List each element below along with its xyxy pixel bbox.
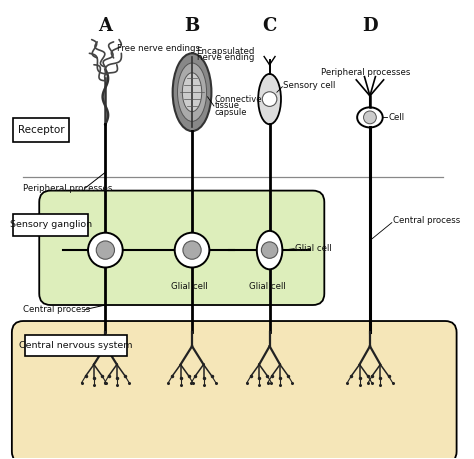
- Text: Central process: Central process: [23, 305, 91, 314]
- Text: Connective: Connective: [215, 95, 262, 104]
- Text: Central nervous system: Central nervous system: [19, 341, 132, 350]
- Circle shape: [261, 242, 278, 258]
- FancyBboxPatch shape: [25, 335, 127, 356]
- Circle shape: [96, 241, 115, 259]
- Text: Glial cell: Glial cell: [295, 244, 331, 253]
- Text: Peripheral processes: Peripheral processes: [321, 68, 410, 77]
- Text: D: D: [362, 17, 378, 35]
- Text: Glial cell: Glial cell: [172, 282, 208, 291]
- Text: Cell: Cell: [388, 113, 404, 122]
- Text: nerve ending: nerve ending: [197, 53, 254, 62]
- Circle shape: [262, 92, 277, 106]
- Ellipse shape: [357, 107, 383, 128]
- Text: Glial cell: Glial cell: [249, 282, 286, 291]
- Text: Encapsulated: Encapsulated: [197, 46, 255, 56]
- Ellipse shape: [177, 63, 207, 121]
- Ellipse shape: [258, 74, 281, 124]
- Text: Free nerve endings: Free nerve endings: [117, 44, 200, 53]
- FancyBboxPatch shape: [12, 321, 456, 459]
- Text: Receptor: Receptor: [18, 125, 64, 135]
- Ellipse shape: [182, 73, 202, 112]
- Text: tissue: tissue: [215, 101, 240, 111]
- Circle shape: [364, 111, 376, 124]
- Ellipse shape: [257, 231, 283, 269]
- Text: C: C: [263, 17, 277, 35]
- Text: B: B: [184, 17, 200, 35]
- Text: Central process: Central process: [393, 216, 460, 225]
- FancyBboxPatch shape: [39, 190, 324, 305]
- Text: Sensory cell: Sensory cell: [283, 81, 336, 90]
- Circle shape: [88, 233, 123, 268]
- Text: Peripheral processes: Peripheral processes: [23, 184, 113, 193]
- FancyBboxPatch shape: [13, 118, 69, 142]
- FancyBboxPatch shape: [13, 214, 88, 236]
- Ellipse shape: [173, 53, 211, 131]
- Text: Sensory ganglion: Sensory ganglion: [9, 220, 91, 230]
- Text: capsule: capsule: [215, 108, 247, 118]
- Circle shape: [175, 233, 210, 268]
- Text: A: A: [99, 17, 112, 35]
- Circle shape: [183, 241, 201, 259]
